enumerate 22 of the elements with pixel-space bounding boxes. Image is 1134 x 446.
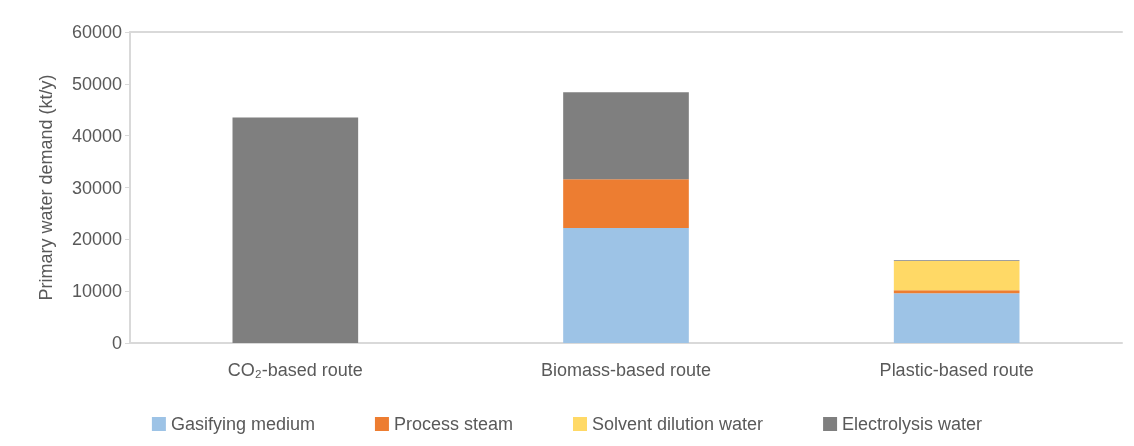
legend-label: Gasifying medium	[170, 414, 315, 434]
y-tick-label: 20000	[71, 229, 122, 250]
y-tick-label: 30000	[71, 177, 122, 198]
bar	[893, 261, 1020, 291]
bar	[893, 293, 1020, 343]
y-tick-label: 10000	[71, 281, 122, 302]
y-axis-title: Primary water demand (kt/y)	[36, 74, 56, 301]
x-tick-label: Biomass-based route	[540, 360, 712, 380]
bar	[563, 179, 689, 228]
x-tick-label: Plastic-based route	[879, 360, 1034, 380]
legend-label: Solvent dilution water	[591, 414, 764, 434]
y-tick-label: 50000	[71, 73, 122, 94]
bar	[563, 227, 689, 343]
y-tick-label: 60000	[71, 22, 122, 42]
y-tick-label: 0	[111, 333, 122, 353]
bar	[232, 117, 359, 343]
bar	[893, 290, 1020, 294]
legend-label: Electrolysis water	[842, 414, 983, 434]
bar	[563, 92, 689, 180]
y-tick-label: 40000	[71, 125, 122, 146]
x-tick-label: CO₂-based route	[227, 360, 363, 380]
legend-label: Process steam	[393, 414, 513, 434]
